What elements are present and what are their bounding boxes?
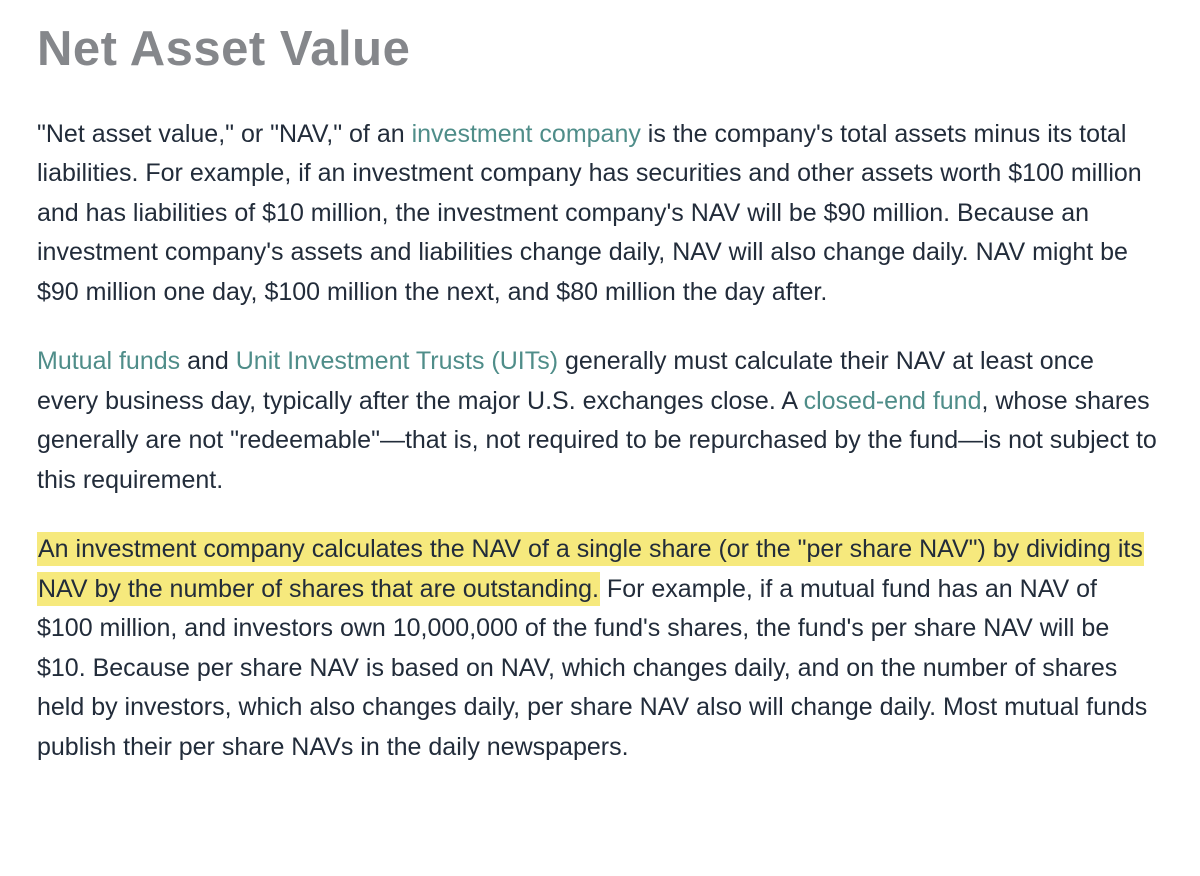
page-title: Net Asset Value xyxy=(37,22,411,76)
text-run: is the company's total assets minus its … xyxy=(37,119,1142,306)
paragraph-3: An investment company calculates the NAV… xyxy=(37,530,1159,767)
page: Net Asset Value "Net asset value," or "N… xyxy=(37,22,1159,768)
unit-investment-trusts-link[interactable]: Unit Investment Trusts (UITs) xyxy=(235,347,559,376)
mutual-funds-link[interactable]: Mutual funds xyxy=(37,347,181,376)
investment-company-link[interactable]: investment company xyxy=(411,119,641,148)
text-run: generally must calculate their NAV at le… xyxy=(37,347,1094,415)
closed-end-fund-link[interactable]: closed-end fund xyxy=(803,386,982,415)
paragraph-2: Mutual funds and Unit Investment Trusts … xyxy=(37,342,1159,500)
text-run: , whose shares generally are not "redeem… xyxy=(37,386,1157,494)
text-run: For example, if a mutual fund has an NAV… xyxy=(37,574,1148,761)
text-run: "Net asset value," or "NAV," of an xyxy=(37,119,412,148)
paragraph-1: "Net asset value," or "NAV," of an inves… xyxy=(37,115,1159,313)
text-run: and xyxy=(180,347,236,376)
article-body: "Net asset value," or "NAV," of an inves… xyxy=(37,115,1159,768)
